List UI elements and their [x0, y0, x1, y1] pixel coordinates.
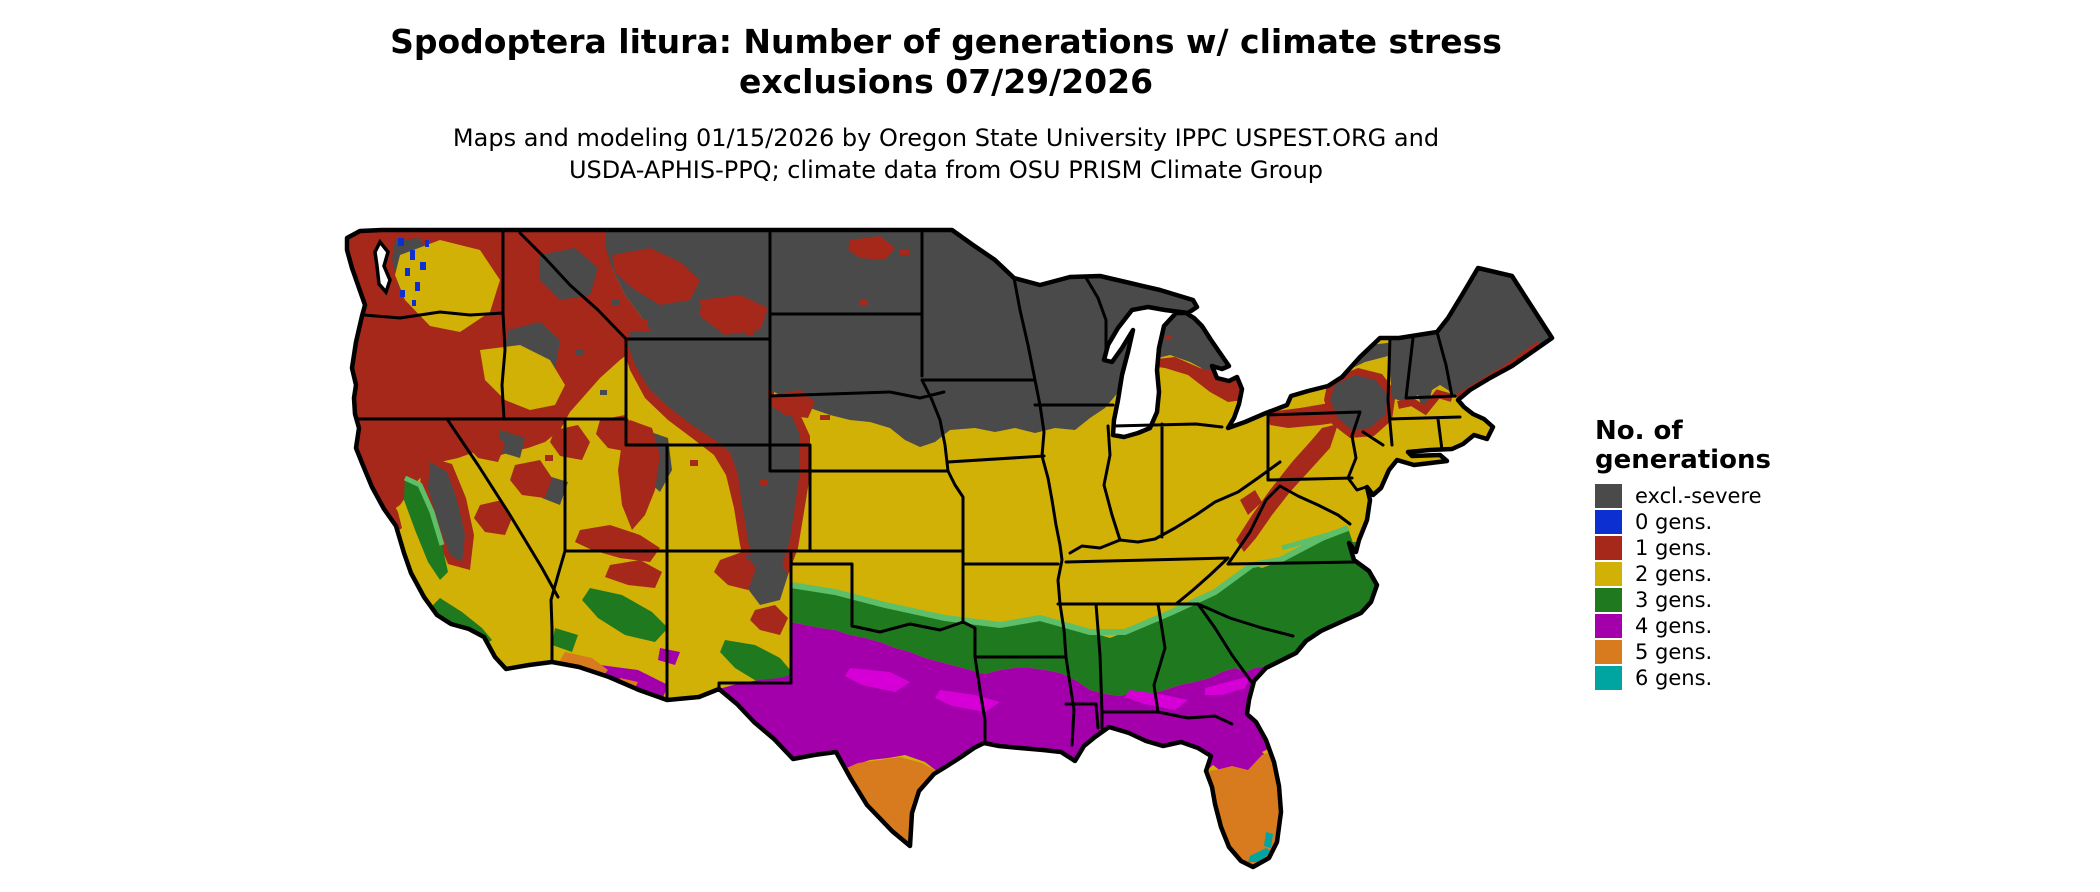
- band-0-gens-specks: [398, 238, 429, 306]
- legend-swatch-4-gens: [1595, 614, 1622, 638]
- band-excl-sierra: [428, 462, 465, 562]
- legend-row-5-gens: 5 gens.: [1595, 640, 1855, 664]
- band-3-gens-light-fringe: [790, 525, 1350, 635]
- legend-swatch-3-gens: [1595, 588, 1622, 612]
- legend-row-2-gens: 2 gens.: [1595, 562, 1855, 586]
- legend-label-1-gens: 1 gens.: [1635, 536, 1713, 560]
- legend-swatch-excl-severe: [1595, 484, 1622, 508]
- legend-swatch-5-gens: [1595, 640, 1622, 664]
- legend: No. of generations excl.-severe 0 gens. …: [1595, 417, 1855, 692]
- map-subtitle: Maps and modeling 01/15/2026 by Oregon S…: [346, 122, 1546, 186]
- legend-label-2-gens: 2 gens.: [1635, 562, 1713, 586]
- legend-swatch-6-gens: [1595, 666, 1622, 690]
- legend-swatch-2-gens: [1595, 562, 1622, 586]
- legend-title-line2: generations: [1595, 445, 1771, 475]
- legend-label-3-gens: 3 gens.: [1635, 588, 1713, 612]
- legend-row-4-gens: 4 gens.: [1595, 614, 1855, 638]
- band-1-gen-great-basin: [466, 415, 788, 635]
- legend-row-1-gens: 1 gens.: [1595, 536, 1855, 560]
- band-2-gens-columbia-basin: [395, 240, 565, 410]
- band-excl-wy-co: [628, 332, 800, 585]
- band-excl-new-england: [1390, 268, 1552, 408]
- band-6-gens: [1248, 832, 1273, 862]
- band-1-gen-appalachia: [1236, 400, 1372, 552]
- us-outline: [344, 227, 1555, 870]
- raster-color-bands: [347, 230, 1552, 867]
- map-title-line2: exclusions 07/29/2026: [738, 62, 1154, 101]
- legend-label-excl-severe: excl.-severe: [1635, 484, 1762, 508]
- band-excl-north: [605, 230, 1245, 447]
- legend-label-0-gens: 0 gens.: [1635, 510, 1713, 534]
- band-4-gens-bright: [845, 668, 1250, 712]
- band-1-gen-michigan: [1148, 357, 1243, 402]
- raster-speckles: [545, 250, 1360, 867]
- band-3-gens-light-fringe2: [403, 475, 1339, 551]
- legend-label-5-gens: 5 gens.: [1635, 640, 1713, 664]
- band-4-gens-southwest: [556, 648, 680, 705]
- state-borders: [354, 231, 1462, 747]
- map-title: Spodoptera litura: Number of generations…: [346, 22, 1546, 102]
- legend-row-3-gens: 3 gens.: [1595, 588, 1855, 612]
- map-title-line1: Spodoptera litura: Number of generations…: [390, 22, 1502, 61]
- legend-row-6-gens: 6 gens.: [1595, 666, 1855, 690]
- legend-title: No. of generations: [1595, 417, 1855, 475]
- map-subtitle-line2: USDA-APHIS-PPQ; climate data from OSU PR…: [568, 156, 1324, 184]
- legend-label-6-gens: 6 gens.: [1635, 666, 1713, 690]
- legend-title-line1: No. of: [1595, 416, 1683, 446]
- legend-label-4-gens: 4 gens.: [1635, 614, 1713, 638]
- legend-swatch-0-gens: [1595, 510, 1622, 534]
- legend-row-0-gens: 0 gens.: [1595, 510, 1855, 534]
- band-1-gen-montana: [612, 236, 895, 418]
- puget-sound: [373, 238, 392, 296]
- map-subtitle-line1: Maps and modeling 01/15/2026 by Oregon S…: [452, 124, 1440, 152]
- legend-row-excl-severe: excl.-severe: [1595, 484, 1855, 508]
- legend-swatch-1-gens: [1595, 536, 1622, 560]
